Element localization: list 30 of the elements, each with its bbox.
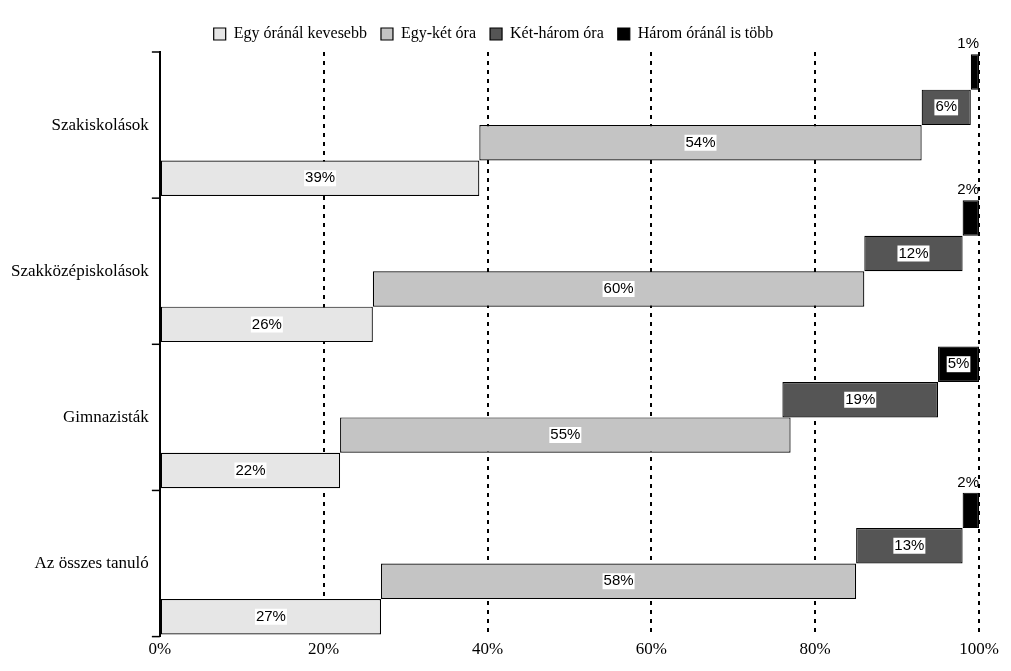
data-label: 19% <box>845 389 876 407</box>
x-tick-label: 40% <box>471 639 504 659</box>
x-tick-label: 60% <box>635 639 667 659</box>
x-tick-label: 20% <box>308 639 340 659</box>
data-label: 54% <box>685 132 716 150</box>
data-label: 5% <box>947 354 970 372</box>
y-tick-label: Az összes tanuló <box>34 552 149 572</box>
data-label: 13% <box>894 535 925 553</box>
data-label: 39% <box>305 168 336 186</box>
x-tick-label: 100% <box>959 639 999 659</box>
data-label: 55% <box>550 425 581 443</box>
data-label: 60% <box>603 279 634 297</box>
y-tick-label: Szakközépiskolások <box>11 260 150 280</box>
data-label: 22% <box>235 460 266 478</box>
legend-label: Egy-két óra <box>400 24 477 43</box>
x-tick-label: 0% <box>148 639 172 659</box>
data-label: 6% <box>935 97 958 115</box>
legend-label: Két-három óra <box>510 24 604 42</box>
data-label: 58% <box>603 571 634 589</box>
data-label: 2% <box>957 180 979 198</box>
data-label: 1% <box>957 34 979 52</box>
x-tick-label: 80% <box>799 639 831 659</box>
data-label: 26% <box>251 314 282 332</box>
legend-label: Három óránál is több <box>637 24 774 42</box>
data-label: 12% <box>898 243 929 261</box>
data-label: 27% <box>255 606 286 624</box>
y-tick-label: Gimnazisták <box>62 406 150 426</box>
y-tick-label: Szakiskolások <box>51 114 150 134</box>
data-label: 2% <box>957 472 979 490</box>
legend-label: Egy óránál kevesebb <box>233 24 367 43</box>
